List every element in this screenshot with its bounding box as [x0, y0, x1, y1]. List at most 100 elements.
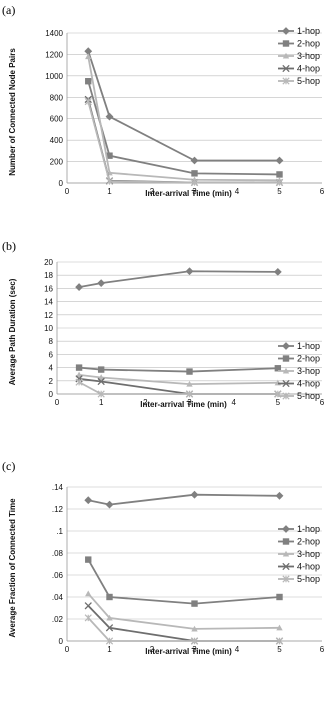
y-tick-label: 600: [50, 115, 64, 124]
legend-marker: [282, 77, 290, 85]
data-point: [97, 377, 105, 386]
x-tick-label: 4: [235, 187, 240, 196]
data-point: [97, 279, 106, 288]
data-point: [105, 624, 114, 632]
legend-label: 5-hop: [297, 76, 320, 86]
y-tick-label: 10: [44, 324, 53, 333]
series-line: [87, 605, 280, 642]
data-point: [186, 380, 193, 387]
x-tick-label: 1: [107, 645, 112, 654]
y-tick-label: 0: [49, 390, 54, 399]
data-point: [84, 97, 92, 106]
legend-label: 4-hop: [297, 562, 320, 572]
y-tick-label: 1200: [45, 50, 63, 59]
data-point: [85, 590, 92, 597]
panel-label: (b): [2, 239, 16, 253]
x-tick-label: 6: [320, 187, 325, 196]
series-line: [87, 50, 280, 162]
x-tick-label: 0: [65, 645, 70, 654]
y-tick-label: .08: [52, 549, 64, 558]
series-line: [78, 270, 278, 288]
legend-label: 1-hop: [297, 26, 320, 36]
series-3-hop: [85, 53, 283, 183]
legend-marker: [282, 64, 290, 73]
x-tick-label: 3: [192, 187, 197, 196]
panel-label: (c): [2, 459, 15, 473]
y-tick-label: .06: [52, 571, 64, 580]
x-tick-label: 2: [150, 187, 155, 196]
legend-label: 5-hop: [297, 391, 320, 401]
y-tick-label: .02: [52, 615, 64, 624]
x-tick-label: 1: [107, 187, 112, 196]
legend-marker: [282, 40, 290, 47]
x-tick-label: 4: [231, 398, 236, 407]
legend-marker: [282, 355, 290, 362]
x-axis-title: Inter-arrival Time (min): [145, 647, 232, 656]
series-line: [87, 593, 280, 630]
series-3-hop: [85, 590, 283, 632]
legend-label: 3-hop: [297, 51, 320, 61]
panel-label: (a): [2, 3, 15, 17]
data-point: [84, 602, 92, 610]
x-tick-label: 6: [320, 645, 325, 654]
data-point: [97, 374, 105, 381]
y-tick-label: 16: [44, 284, 53, 293]
data-point: [105, 637, 114, 645]
legend-marker: [282, 392, 290, 400]
data-point: [273, 267, 282, 276]
x-tick-label: 0: [65, 187, 70, 196]
x-tick-label: 5: [277, 645, 282, 654]
x-tick-label: 5: [276, 398, 281, 407]
data-point: [105, 177, 114, 186]
y-tick-label: 4: [49, 364, 54, 373]
data-point: [105, 500, 114, 509]
y-tick-label: .04: [52, 593, 64, 602]
y-tick-label: 0: [59, 637, 64, 646]
x-tick-label: 2: [150, 645, 155, 654]
x-tick-label: 1: [99, 398, 104, 407]
chart-panel: (c) 0 .02 .04 .06 .08 .1 .12 .14 0 1 2 3 4 5 6 Inter-arr…: [2, 459, 325, 656]
legend-label: 2-hop: [297, 537, 320, 547]
x-tick-label: 6: [320, 398, 325, 407]
x-tick-label: 4: [235, 645, 240, 654]
data-point: [190, 156, 199, 165]
legend: 1-hop 2-hop 3-hop 4-hop 5-hop: [278, 524, 320, 584]
data-point: [75, 283, 83, 291]
y-tick-label: 6: [49, 350, 54, 359]
y-tick-label: 200: [50, 158, 64, 167]
series-5-hop: [84, 614, 284, 645]
series-line: [87, 56, 280, 182]
legend-label: 3-hop: [297, 366, 320, 376]
y-tick-label: 0: [59, 179, 64, 188]
x-axis-title: Inter-arrival Time (min): [140, 400, 227, 409]
data-point: [106, 152, 113, 159]
data-point: [191, 170, 198, 177]
y-tick-label: 18: [44, 271, 53, 280]
series-line: [78, 373, 278, 386]
series-1-hop: [84, 490, 284, 509]
y-tick-label: 800: [50, 93, 64, 102]
data-point: [185, 267, 194, 276]
data-point: [190, 637, 199, 645]
legend-label: 1-hop: [297, 524, 320, 534]
series-line: [87, 617, 280, 642]
data-point: [75, 371, 83, 378]
data-point: [276, 624, 283, 631]
x-tick-label: 5: [277, 187, 282, 196]
y-axis-title: Number of Connected Node Pairs: [8, 48, 17, 176]
data-point: [85, 556, 92, 563]
legend-marker: [282, 562, 290, 571]
data-point: [106, 593, 113, 601]
legend-marker: [282, 575, 290, 583]
data-point: [275, 178, 284, 187]
data-point: [276, 171, 283, 178]
series-5-hop: [75, 378, 282, 398]
data-point: [75, 378, 83, 386]
legend-marker: [282, 342, 290, 350]
series-line: [87, 101, 280, 184]
series-1-hop: [75, 267, 282, 291]
y-tick-label: .1: [56, 527, 63, 536]
series-line: [78, 381, 278, 395]
